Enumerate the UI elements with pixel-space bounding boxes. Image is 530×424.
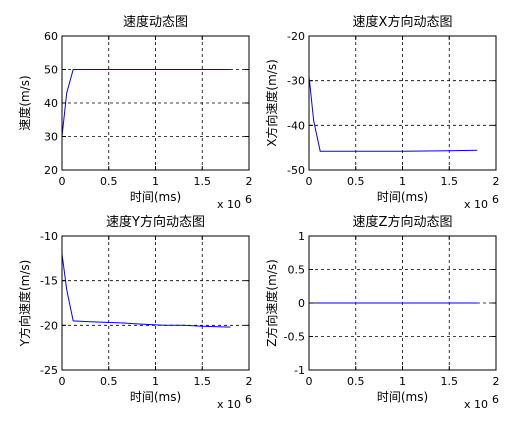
x-tick-label: 0.5 — [347, 175, 365, 188]
grid-lines — [309, 36, 496, 170]
y-tick-label: -20 — [40, 319, 58, 332]
y-tick-label: -0.5 — [284, 331, 305, 344]
x-exponent-label: x 10 — [464, 198, 488, 211]
x-exponent-label: x 10 — [464, 398, 488, 411]
y-tick-label: -10 — [40, 230, 58, 243]
series-line-1 — [61, 253, 231, 328]
x-axis-label: 时间(ms) — [377, 390, 428, 404]
y-tick-label: -40 — [287, 119, 305, 132]
y-tick-label: -1 — [294, 364, 305, 377]
x-axis-label: 时间(ms) — [130, 390, 181, 404]
chart-title: 速度Z方向动态图 — [353, 214, 453, 230]
x-exponent-label: x 10 — [217, 398, 241, 411]
y-tick-label: 40 — [44, 97, 58, 110]
chart-title: 速度Y方向动态图 — [106, 214, 205, 230]
series-line-1 — [61, 69, 231, 137]
x-tick-label: 1 — [399, 175, 406, 188]
x-tick-label: 1.5 — [441, 175, 459, 188]
x-tick-label: 0.5 — [347, 375, 365, 388]
x-axis-label: 时间(ms) — [377, 190, 428, 204]
x-tick-label: 1.5 — [194, 375, 212, 388]
x-tick-label: 1 — [399, 375, 406, 388]
chart-title: 速度动态图 — [123, 14, 188, 30]
y-tick-label: 30 — [44, 131, 58, 144]
x-exponent-power: 6 — [245, 193, 252, 206]
y-tick-label: -30 — [287, 75, 305, 88]
x-tick-label: 2 — [246, 375, 253, 388]
chart-title: 速度X方向动态图 — [353, 14, 453, 30]
y-axis-label: Y方向速度(m/s) — [17, 260, 32, 348]
y-tick-label: 60 — [44, 30, 58, 43]
y-tick-label: 50 — [44, 64, 58, 77]
x-tick-label: 0.5 — [100, 375, 118, 388]
x-exponent-power: 6 — [492, 193, 499, 206]
x-tick-label: 0.5 — [100, 175, 118, 188]
x-tick-label: 2 — [493, 175, 500, 188]
y-tick-label: 20 — [44, 164, 58, 177]
x-axis-label: 时间(ms) — [130, 190, 181, 204]
x-tick-label: 0 — [59, 375, 66, 388]
y-tick-label: 0 — [298, 297, 305, 310]
y-axis-label: 速度(m/s) — [17, 75, 32, 130]
x-exponent-power: 6 — [245, 393, 252, 406]
y-tick-label: -25 — [40, 364, 58, 377]
x-tick-label: 0 — [306, 175, 313, 188]
x-tick-label: 1 — [152, 175, 159, 188]
grid-lines — [62, 236, 249, 370]
x-tick-label: 1.5 — [194, 175, 212, 188]
x-tick-label: 1 — [152, 375, 159, 388]
x-tick-label: 0 — [59, 175, 66, 188]
x-tick-label: 0 — [306, 375, 313, 388]
x-exponent-label: x 10 — [217, 198, 241, 211]
y-axis-label: X方向速度(m/s) — [264, 59, 279, 147]
series-line-1 — [308, 76, 478, 152]
y-tick-label: -50 — [287, 164, 305, 177]
x-tick-label: 1.5 — [441, 375, 459, 388]
x-tick-label: 2 — [493, 375, 500, 388]
y-tick-label: -15 — [40, 275, 58, 288]
y-tick-label: 0.5 — [288, 264, 306, 277]
y-axis-label: Z方向速度(m/s) — [264, 259, 279, 347]
x-tick-label: 2 — [246, 175, 253, 188]
y-tick-label: 1 — [298, 230, 305, 243]
y-tick-label: -20 — [287, 30, 305, 43]
x-exponent-power: 6 — [492, 393, 499, 406]
